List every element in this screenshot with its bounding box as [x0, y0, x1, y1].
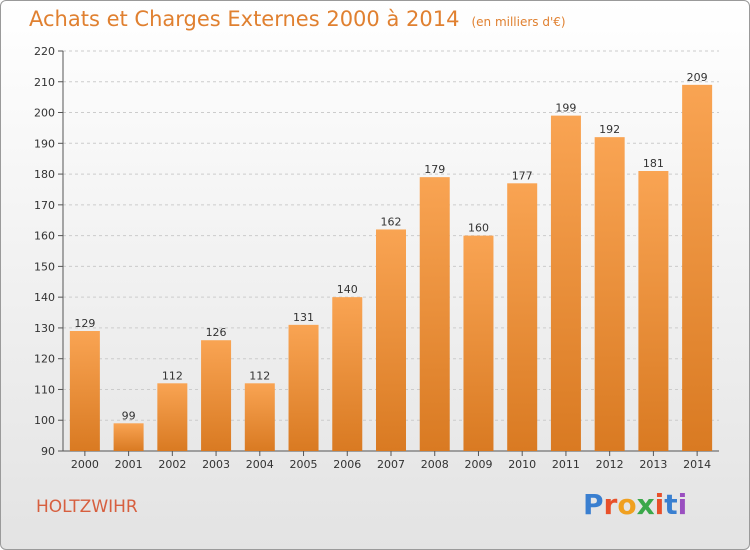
x-tick-label: 2004 [246, 458, 274, 471]
bar-value-label: 129 [74, 317, 95, 330]
logo-letter: i [677, 488, 688, 521]
x-tick-label: 2011 [552, 458, 580, 471]
y-tick-label: 90 [41, 445, 55, 458]
y-tick-label: 220 [34, 45, 55, 58]
commune-name: HOLTZWIHR [36, 497, 138, 517]
bar [376, 229, 406, 451]
bar [201, 340, 232, 451]
bar-value-label: 199 [555, 102, 576, 115]
x-tick-label: 2012 [596, 458, 624, 471]
bar-value-label: 179 [424, 163, 445, 176]
y-tick-label: 210 [34, 76, 55, 89]
logo-letter: i [654, 488, 665, 521]
logo-letter: t [664, 488, 678, 521]
bar-value-label: 181 [643, 157, 664, 170]
x-tick-label: 2001 [115, 458, 143, 471]
y-tick-label: 180 [34, 168, 55, 181]
bar-value-label: 126 [206, 326, 227, 339]
x-tick-label: 2014 [683, 458, 711, 471]
logo-letter: o [617, 488, 637, 521]
y-tick-label: 190 [34, 137, 55, 150]
x-tick-label: 2005 [290, 458, 318, 471]
y-tick-label: 160 [34, 230, 55, 243]
bar [69, 331, 100, 451]
x-tick-label: 2006 [333, 458, 361, 471]
bar-value-label: 112 [249, 369, 270, 382]
bar [244, 383, 275, 451]
bar-value-label: 140 [337, 283, 358, 296]
chart-title: Achats et Charges Externes 2000 à 2014 (e… [29, 7, 566, 31]
title-text: Achats et Charges Externes 2000 à 2014 [29, 7, 460, 31]
y-tick-label: 110 [34, 383, 55, 396]
y-tick-label: 150 [34, 260, 55, 273]
x-tick-label: 2010 [508, 458, 536, 471]
bar-value-label: 112 [162, 369, 183, 382]
bar [682, 84, 713, 451]
bar-value-label: 192 [599, 123, 620, 136]
logo-letter: r [603, 488, 618, 521]
x-tick-label: 2013 [639, 458, 667, 471]
bar [332, 297, 363, 451]
bar [419, 177, 450, 451]
y-tick-label: 200 [34, 107, 55, 120]
x-tick-label: 2008 [421, 458, 449, 471]
x-tick-label: 2002 [158, 458, 186, 471]
bar-value-label: 99 [122, 409, 136, 422]
x-tick-label: 2009 [464, 458, 492, 471]
title-unit: (en milliers d'€) [471, 15, 566, 29]
y-tick-label: 130 [34, 322, 55, 335]
bar-value-label: 209 [687, 71, 708, 84]
x-tick-label: 2003 [202, 458, 230, 471]
bar [594, 137, 625, 451]
bar [638, 171, 669, 451]
bar [288, 324, 319, 451]
bar-value-label: 160 [468, 222, 489, 235]
bar-value-label: 162 [381, 215, 402, 228]
bar [507, 183, 538, 452]
x-tick-label: 2007 [377, 458, 405, 471]
logo-letter: P [583, 488, 604, 521]
x-tick-label: 2000 [71, 458, 99, 471]
y-tick-label: 170 [34, 199, 55, 212]
bar [113, 423, 144, 451]
proxiti-logo: Proxiti [583, 488, 687, 521]
y-tick-label: 140 [34, 291, 55, 304]
bar [550, 115, 581, 451]
y-tick-label: 100 [34, 414, 55, 427]
y-tick-label: 120 [34, 353, 55, 366]
bar [157, 383, 188, 451]
bar-value-label: 131 [293, 311, 314, 324]
bar [463, 235, 494, 451]
logo-letter: x [636, 488, 655, 521]
bar-value-label: 177 [512, 169, 533, 182]
